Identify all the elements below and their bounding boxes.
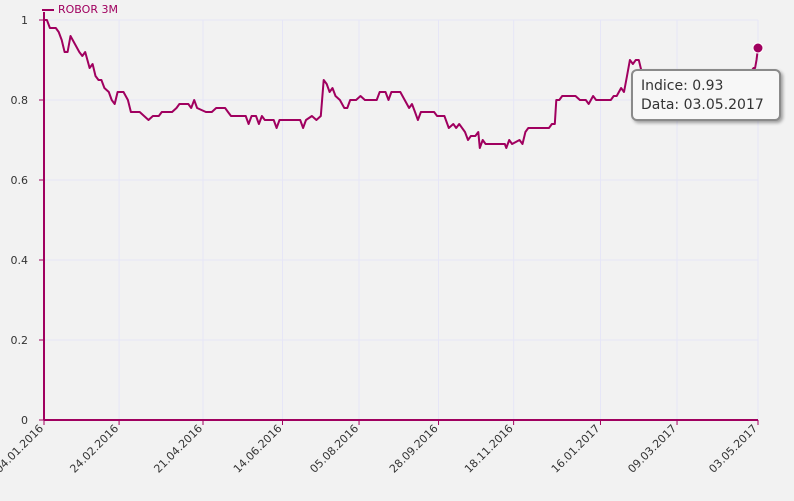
x-tick-label: 14.06.2016 bbox=[231, 422, 285, 476]
x-tick-label: 24.02.2016 bbox=[67, 422, 121, 476]
tooltip-date-value: 03.05.2017 bbox=[683, 97, 764, 113]
legend-swatch bbox=[42, 8, 54, 11]
grid-lines bbox=[43, 19, 759, 421]
legend-label: ROBOR 3M bbox=[58, 3, 118, 16]
y-tick-label: 1 bbox=[21, 14, 28, 27]
y-axis: 0 0.2 0.4 0.6 0.8 1 bbox=[11, 12, 45, 427]
y-tick-label: 0.4 bbox=[11, 254, 29, 267]
highlighted-data-point bbox=[752, 42, 764, 54]
x-tick-label: 05.08.2016 bbox=[307, 422, 361, 476]
x-tick-label: 18.11.2016 bbox=[462, 422, 516, 476]
hover-tooltip: Indice: 0.93 Data: 03.05.2017 bbox=[631, 69, 781, 121]
y-tick-label: 0.8 bbox=[11, 94, 29, 107]
x-tick-label: 09.03.2017 bbox=[625, 422, 679, 476]
x-tick-label: 21.04.2016 bbox=[151, 422, 205, 476]
x-axis: 04.01.2016 24.02.2016 21.04.2016 14.06.2016… bbox=[0, 419, 760, 476]
tooltip-index-value: 0.93 bbox=[692, 78, 724, 94]
y-tick-label: 0 bbox=[21, 414, 28, 427]
y-tick-label: 0.2 bbox=[11, 334, 29, 347]
tooltip-date-label: Data: bbox=[641, 97, 680, 113]
series-line bbox=[44, 19, 759, 149]
x-tick-label: 28.09.2016 bbox=[387, 422, 441, 476]
tooltip-index-label: Indice: bbox=[641, 78, 688, 94]
chart-legend[interactable]: ROBOR 3M bbox=[42, 3, 118, 16]
x-tick-label: 03.05.2017 bbox=[706, 422, 760, 476]
x-tick-label: 04.01.2016 bbox=[0, 422, 46, 476]
series-layer bbox=[44, 19, 764, 149]
tooltip-date-row: Data: 03.05.2017 bbox=[641, 96, 779, 115]
tooltip-index-row: Indice: 0.93 bbox=[641, 77, 779, 96]
x-tick-label: 16.01.2017 bbox=[549, 422, 603, 476]
y-tick-label: 0.6 bbox=[11, 174, 29, 187]
